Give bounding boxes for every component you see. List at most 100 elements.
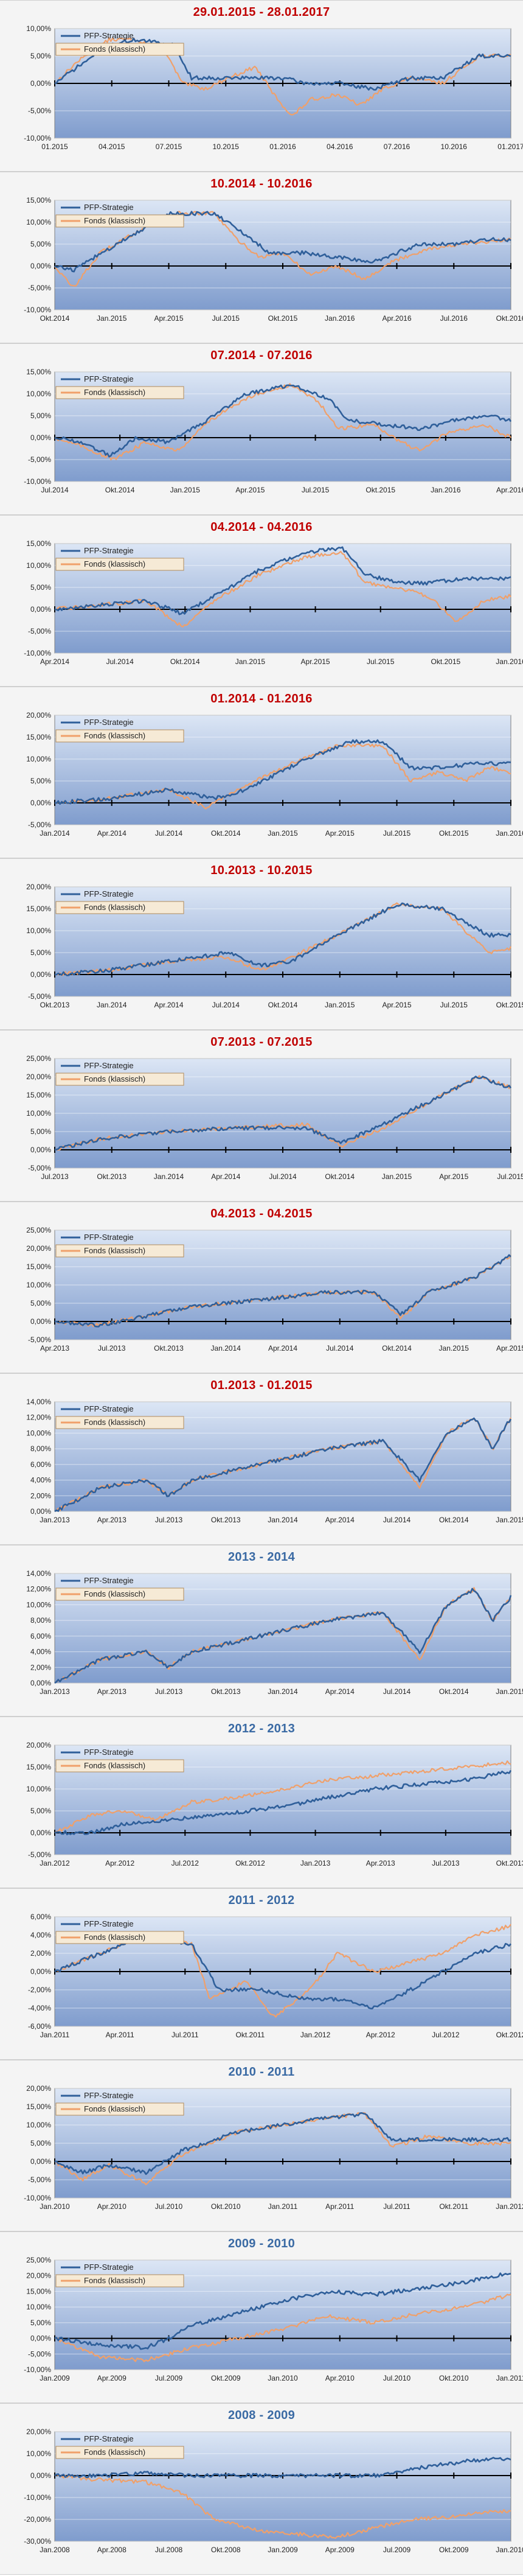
x-tick-label: Okt.2011 [439,2202,468,2211]
line-chart: 20,00%15,00%10,00%5,00%0,00%-5,00%Jan.20… [26,1741,523,1867]
series-line-strategy [54,384,512,458]
x-tick-label: Apr.2009 [97,2374,126,2382]
x-tick-label: Jul.2014 [269,1172,297,1181]
x-tick-label: Okt.2013 [154,1344,184,1353]
legend-label-strategy: PFP-Strategie [84,2434,134,2443]
x-tick-label: Jul.2008 [155,2546,183,2554]
chart-panel: 01.2013 - 01.2015 14,00% 12,00% 10,00% 8,00%… [0,1373,523,1545]
x-tick-label: Apr.2015 [235,486,265,494]
chart-title: 10.2013 - 10.2015 [210,864,313,877]
y-tick-label: 10,00% [26,2303,51,2311]
x-tick-label: Okt.2013 [211,1516,241,1524]
legend: PFP-Strategie Fonds (klassisch) [55,889,184,914]
y-tick-label: 0,00% [30,1829,51,1837]
x-tick-label: Jul.2013 [155,1687,183,1696]
legend-label-strategy: PFP-Strategie [84,374,134,383]
y-tick-label: -5,00% [28,1335,51,1344]
legend-label-fund: Fonds (klassisch) [84,1246,145,1255]
x-tick-label: Okt.2015 [439,829,469,838]
x-tick-label: Jan.2016 [431,486,461,494]
x-tick-label: Jul.2014 [41,486,69,494]
legend-box-fund [55,1244,184,1258]
chart-title: 01.2013 - 01.2015 [210,1379,313,1392]
y-tick-label: 14,00% [26,1398,51,1406]
legend-label-fund: Fonds (klassisch) [84,2448,145,2457]
x-tick-label: Jan.2015 [268,829,298,838]
x-tick-label: Jul.2015 [302,486,330,494]
x-tick-label: Jan.2010 [268,2374,298,2382]
y-tick-label: 0,00% [30,2334,51,2343]
legend-box-fund [55,43,184,56]
y-tick-label: 5,00% [30,240,51,248]
y-tick-label: -5,00% [28,821,51,829]
y-tick-label: 5,00% [30,583,51,592]
y-tick-label: 10,00% [26,24,51,33]
legend-box-fund [55,1073,184,1086]
chart-panel: 2011 - 2012 6,00% 4,00% 2,00% 0,00% -2,00% -4,… [0,1888,523,2060]
line-chart: 25,00% 20,00% 15,00% 10,00% 5,00% 0,00% -5,00%… [26,1226,523,1353]
chart-title: 01.2014 - 01.2016 [210,692,313,705]
x-tick-label: Apr.2016 [382,314,411,323]
chart-title: 10.2014 - 10.2016 [210,177,313,191]
legend-box-fund [55,729,184,743]
x-tick-label: Jan.2011 [496,2374,523,2382]
x-tick-label: Okt.2014 [382,1344,412,1353]
chart-title: 29.01.2015 - 28.01.2017 [193,5,330,19]
y-tick-label: -20,00% [24,2515,51,2524]
x-tick-label: Jan.2012 [300,2031,331,2039]
y-tick-label: -5,00% [28,107,51,115]
y-tick-label: 10,00% [26,218,51,226]
chart-panel: 10.2014 - 10.2016 15,00% 10,00% 5,00% 0,00% -… [0,172,523,343]
series-line-strategy [54,2272,511,2350]
y-tick-label: 2,00% [30,1663,51,1671]
x-tick-label: Apr.2016 [496,486,523,494]
x-tick-label: Apr.2015 [439,1172,468,1181]
chart-panel: 01.2014 - 01.2016 20,00% 15,00% 10,00% 5,00%… [0,687,523,858]
x-tick-label: Okt.2012 [496,2031,523,2039]
x-tick-label: Apr.2009 [325,2546,355,2554]
x-tick-label: Okt.2014 [439,1687,469,1696]
chart-title: 2009 - 2010 [227,2237,296,2250]
y-tick-label: 2,00% [30,1491,51,1500]
series-line-strategy [54,546,511,615]
x-tick-label: Okt.2014 [439,1516,469,1524]
x-tick-label: Jan.2009 [268,2546,298,2554]
x-tick-label: Okt.2016 [496,314,523,323]
chart-panel: 07.2013 - 07.2015 25,00% 20,00% 15,00% 10,00… [0,1030,523,1202]
chart-title: 2011 - 2012 [228,1894,295,1907]
x-tick-label: Jan.2015 [496,1516,523,1524]
x-tick-label: Okt.2008 [211,2546,241,2554]
x-tick-label: Jul.2015 [440,1001,468,1009]
line-chart: 15,00%10,00%5,00%0,00%-5,00%-10,00%Apr.2… [24,539,523,666]
chart-panel: 04.2013 - 04.2015 25,00% 20,00% 15,00% 10,00… [0,1202,523,1373]
y-tick-label: 0,00% [30,1317,51,1326]
legend-label-strategy: PFP-Strategie [84,1233,134,1242]
x-tick-label: Apr.2013 [97,1687,126,1696]
legend-label-strategy: PFP-Strategie [84,2263,134,2272]
legend: PFP-Strategie Fonds (klassisch) [55,2434,184,2459]
y-tick-label: 15,00% [26,196,51,205]
legend-label-fund: Fonds (klassisch) [84,903,145,912]
y-tick-label: -5,00% [28,992,51,1001]
legend-box-fund [55,2446,184,2459]
x-tick-label: Jul.2010 [155,2202,183,2211]
x-tick-label: Jul.2012 [171,1859,199,1867]
y-tick-label: -30,00% [24,2537,51,2546]
x-tick-label: Jul.2009 [155,2374,183,2382]
legend-label-fund: Fonds (klassisch) [84,1418,145,1427]
legend-label-fund: Fonds (klassisch) [84,388,145,397]
x-tick-label: 07.2015 [156,142,182,151]
series-line-strategy [54,1254,511,1328]
legend-box-fund [55,214,184,228]
legend-label-strategy: PFP-Strategie [84,203,134,212]
line-chart: 25,00% 20,00% 15,00% 10,00% 5,00% 0,00% -5,00%… [26,1054,523,1181]
x-tick-label: Jul.2015 [383,829,411,838]
legend: PFP-Strategie Fonds (klassisch) [55,718,184,743]
y-tick-label: 20,00% [26,711,51,719]
y-tick-label: 20,00% [26,1741,51,1749]
chart-title: 04.2014 - 04.2016 [210,520,313,534]
legend: PFP-Strategie Fonds (klassisch) [55,546,184,571]
y-tick-label: 0,00% [30,1967,51,1976]
legend-box-fund [55,1587,184,1601]
